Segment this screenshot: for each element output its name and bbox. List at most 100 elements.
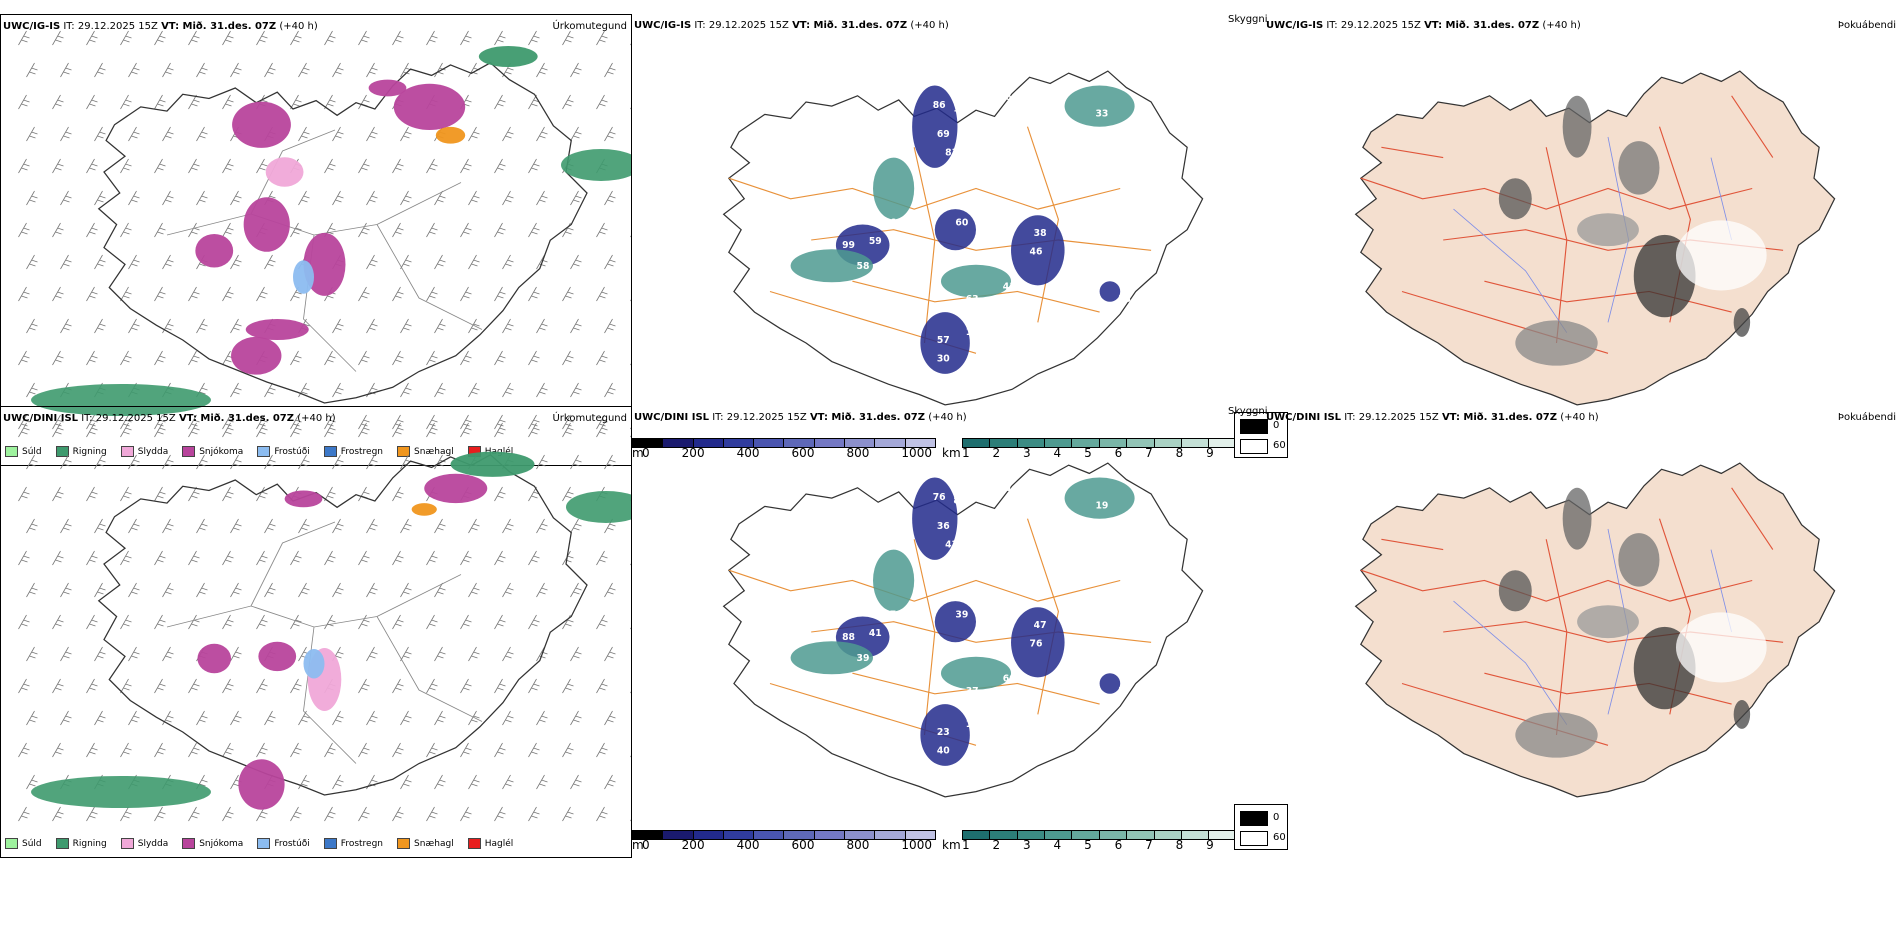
visibility-unit: km bbox=[942, 446, 961, 460]
wind-barb bbox=[366, 126, 378, 142]
wind-barb bbox=[392, 614, 404, 630]
elevation-tick-5: 1000 bbox=[901, 838, 932, 852]
legend-label: Snjókoma bbox=[199, 838, 244, 849]
legend-item-4: Frostúði bbox=[257, 838, 310, 849]
wind-barb bbox=[18, 414, 30, 430]
wind-barb bbox=[332, 318, 344, 334]
wind-barb bbox=[298, 582, 310, 598]
fog-legend-swatch-0 bbox=[1240, 811, 1268, 826]
wind-barb bbox=[188, 742, 200, 758]
wind-barb bbox=[562, 742, 574, 758]
wind-barb bbox=[434, 646, 446, 662]
wind-barb bbox=[120, 30, 132, 46]
wind-barb bbox=[468, 254, 480, 270]
lead-time: (+40 h) bbox=[910, 20, 949, 31]
wind-barb bbox=[324, 550, 336, 566]
wind-barb bbox=[332, 518, 344, 534]
fog-area-7 bbox=[1733, 307, 1751, 337]
wind-barb bbox=[536, 126, 548, 142]
wind-barb bbox=[162, 646, 174, 662]
wind-barb bbox=[86, 422, 98, 438]
elevation-tick-1: 200 bbox=[681, 838, 705, 852]
wind-barb bbox=[94, 454, 106, 470]
precip-road-lines bbox=[166, 129, 483, 372]
wind-barb bbox=[26, 518, 38, 534]
forecast-row-0: UWC/IG-IS IT: 29.12.2025 15Z VT: Mið. 31… bbox=[0, 0, 1900, 470]
wind-barb bbox=[26, 774, 38, 790]
init-time: IT: 29.12.2025 15Z bbox=[712, 412, 807, 423]
fog-area-2 bbox=[1618, 533, 1660, 587]
legend-label: Frostregn bbox=[340, 446, 384, 457]
wind-barb bbox=[290, 94, 302, 110]
visibility-area-1 bbox=[1064, 477, 1135, 519]
legend-item-2: Slydda bbox=[120, 838, 168, 849]
wind-barb bbox=[86, 806, 98, 822]
wind-barb bbox=[562, 94, 574, 110]
fog-area-6 bbox=[1577, 213, 1639, 247]
wind-barb bbox=[494, 742, 506, 758]
wind-barb bbox=[494, 158, 506, 174]
visibility-area-7 bbox=[790, 641, 873, 675]
visibility-value-label: 31 bbox=[957, 700, 970, 711]
wind-barb bbox=[120, 414, 132, 430]
wind-barb bbox=[120, 286, 132, 302]
wind-barb bbox=[128, 646, 140, 662]
visibility-colorbar-bin-7 bbox=[1154, 439, 1182, 447]
visibility-value-label: 88 bbox=[842, 632, 855, 643]
visibility-area-1 bbox=[1064, 85, 1135, 127]
wind-barb bbox=[630, 435, 631, 438]
visibility-label: Skyggni bbox=[1228, 14, 1268, 25]
wind-barb bbox=[188, 350, 200, 366]
precip-title: UWC/DINI ISL IT: 29.12.2025 15Z VT: Mið.… bbox=[3, 413, 336, 424]
wind-barb bbox=[324, 30, 336, 46]
wind-barb bbox=[162, 62, 174, 78]
wind-barb bbox=[426, 350, 438, 366]
model-name: UWC/IG-IS bbox=[1266, 20, 1324, 31]
elevation-colorbar-bin-5 bbox=[784, 831, 815, 839]
wind-barb bbox=[528, 422, 540, 438]
visibility-area-8 bbox=[1099, 673, 1121, 694]
wind-barb bbox=[358, 678, 370, 694]
visibility-value-label: 40 bbox=[937, 746, 950, 757]
wind-barb bbox=[154, 550, 166, 566]
wind-barb bbox=[264, 518, 276, 534]
wind-barb bbox=[120, 742, 132, 758]
wind-barb bbox=[460, 414, 472, 430]
wind-barb bbox=[502, 318, 514, 334]
visibility-area-7 bbox=[790, 249, 873, 283]
elevation-unit: m bbox=[632, 838, 644, 852]
fog-legend-label-0: 0 bbox=[1273, 812, 1280, 823]
wind-barb bbox=[426, 422, 438, 438]
elevation-colorbar bbox=[632, 830, 936, 840]
elevation-colorbar-bin-9 bbox=[905, 831, 935, 839]
wind-barb bbox=[562, 286, 574, 302]
wind-barb bbox=[264, 254, 276, 270]
visibility-area-6 bbox=[920, 312, 970, 374]
wind-barb bbox=[230, 382, 242, 398]
elevation-colorbar-bin-5 bbox=[784, 439, 815, 447]
wind-barb bbox=[290, 550, 302, 566]
wind-barb bbox=[154, 422, 166, 438]
visibility-colorbar-bin-7 bbox=[1154, 831, 1182, 839]
visibility-value-label: 76 bbox=[1030, 638, 1043, 649]
visibility-value-label: 86 bbox=[933, 100, 946, 111]
wind-barb bbox=[604, 646, 616, 662]
legend-label: Frostregn bbox=[340, 838, 384, 849]
wind-barb bbox=[604, 382, 616, 398]
wind-barb bbox=[162, 190, 174, 206]
wind-barb bbox=[18, 422, 30, 438]
visibility-colorbar-bin-3 bbox=[1045, 439, 1073, 447]
wind-barb bbox=[264, 382, 276, 398]
wind-barb bbox=[596, 422, 608, 438]
precip-area-11 bbox=[478, 46, 538, 67]
visibility-colorbar-bin-2 bbox=[1017, 439, 1046, 447]
wind-barb bbox=[604, 774, 616, 790]
wind-barb bbox=[222, 550, 234, 566]
legend-item-4: Frostúði bbox=[257, 446, 310, 457]
visibility-colorbar-bin-3 bbox=[1045, 831, 1073, 839]
wind-barb bbox=[596, 222, 608, 238]
visibility-value-label: 26 bbox=[999, 92, 1012, 103]
visibility-tick-0: 1 bbox=[962, 838, 970, 852]
legend-item-1: Rigning bbox=[55, 838, 107, 849]
visibility-value-label: 38 bbox=[1034, 228, 1047, 239]
